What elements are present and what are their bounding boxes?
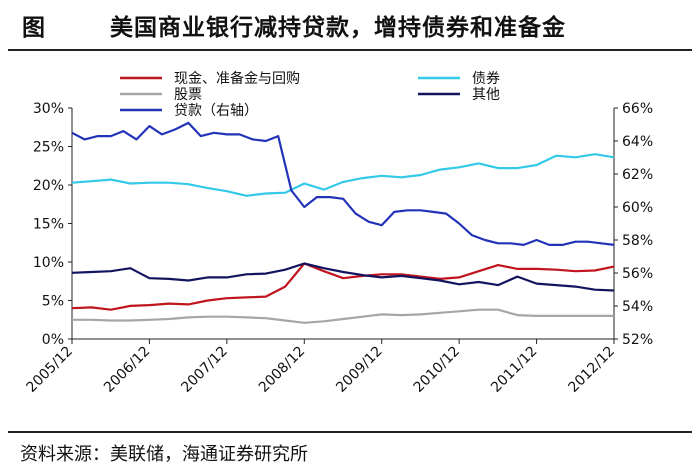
legend-label: 股票 [174, 87, 202, 103]
left-tick-label: 5% [42, 294, 64, 310]
legend-label: 现金、准备金与回购 [174, 70, 300, 87]
chart: 0% 5% 10% 15% 20% 25% 30% 52% 54% 56% 58% 60% 62% 64%… [24, 70, 654, 396]
right-tick-label: 62% [622, 167, 653, 183]
left-tick-label: 0% [42, 332, 64, 348]
left-tick-label: 30% [33, 101, 64, 117]
legend-label: 其他 [472, 87, 500, 103]
legend-label: 贷款（右轴） [174, 103, 258, 119]
series-line-2 [71, 153, 615, 197]
right-tick-label: 56% [622, 266, 653, 282]
left-tick-label: 15% [33, 217, 64, 233]
right-tick-label: 60% [622, 200, 653, 216]
right-tick-label: 54% [622, 299, 653, 315]
figure-label: 图 [22, 14, 45, 41]
source-note: 资料来源：美联储，海通证券研究所 [20, 444, 308, 465]
right-tick-label: 52% [622, 332, 653, 348]
right-tick-label: 64% [622, 134, 653, 150]
left-tick-label: 10% [33, 255, 64, 271]
x-tick-label: 2012/12 [566, 343, 618, 395]
series-line-3 [72, 308, 614, 324]
bottom-rule [8, 431, 692, 433]
x-tick-label: 2011/12 [488, 343, 540, 395]
chart-title: 美国商业银行减持贷款，增持债券和准备金 [110, 14, 566, 41]
legend-label: 债券 [472, 71, 500, 87]
series-line-4 [71, 262, 615, 292]
left-tick-label: 25% [33, 140, 64, 156]
x-tick-label: 2008/12 [256, 343, 308, 395]
top-rule [8, 49, 692, 51]
series-line-5 [71, 121, 615, 246]
right-tick-label: 66% [622, 101, 653, 117]
x-tick-label: 2009/12 [333, 343, 385, 395]
x-tick-label: 2005/12 [24, 343, 76, 395]
right-tick-label: 58% [622, 233, 653, 249]
title-bar: 图 美国商业银行减持贷款，增持债券和准备金 [0, 0, 700, 50]
x-tick-label: 2006/12 [101, 343, 153, 395]
x-tick-label: 2007/12 [178, 343, 230, 395]
x-tick-label: 2010/12 [411, 343, 463, 395]
series-line-1 [71, 262, 615, 311]
left-tick-label: 20% [33, 178, 64, 194]
